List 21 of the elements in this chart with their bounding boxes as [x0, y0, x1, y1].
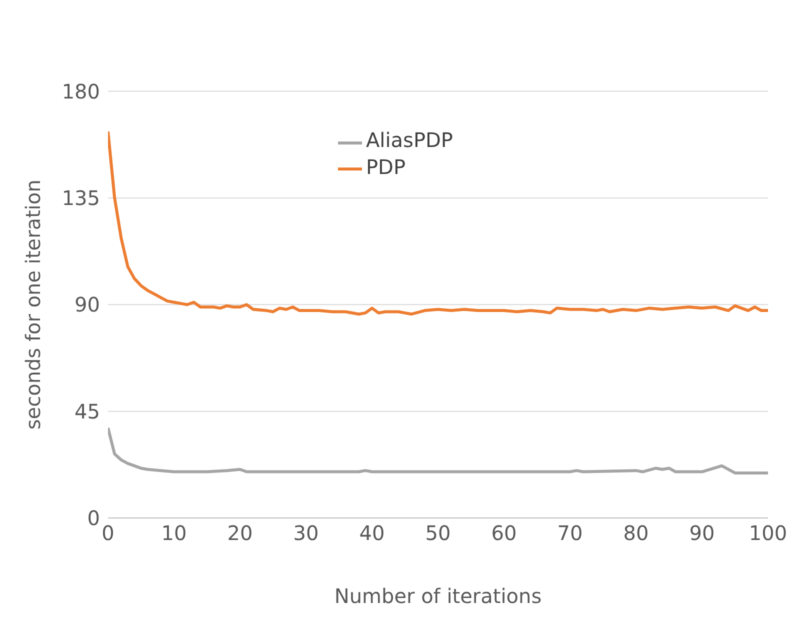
x-tick-label: 70	[557, 521, 583, 546]
x-tick-label: 100	[748, 521, 788, 546]
y-tick-label: 180	[62, 79, 100, 104]
x-tick-label: 60	[491, 521, 517, 546]
x-tick-label: 80	[623, 521, 649, 546]
line-series	[108, 426, 768, 474]
y-tick-label: 90	[74, 292, 100, 317]
y-tick-label: 0	[87, 506, 100, 530]
y-axis-title: seconds for one iteration	[21, 180, 46, 430]
y-tick-label: 45	[74, 399, 100, 424]
x-tick-label: 90	[689, 521, 715, 546]
x-tick-label: 50	[425, 521, 451, 546]
x-tick-label: 40	[359, 521, 385, 546]
legend-label: PDP	[366, 154, 406, 179]
y-tick-label: 135	[62, 186, 100, 210]
x-tick-label: 20	[227, 521, 253, 546]
x-axis-title: Number of iterations	[334, 584, 542, 608]
line-series	[108, 130, 768, 316]
x-tick-label: 30	[293, 521, 319, 546]
legend-label: AliasPDP	[366, 128, 453, 152]
x-tick-label: 10	[161, 521, 187, 546]
